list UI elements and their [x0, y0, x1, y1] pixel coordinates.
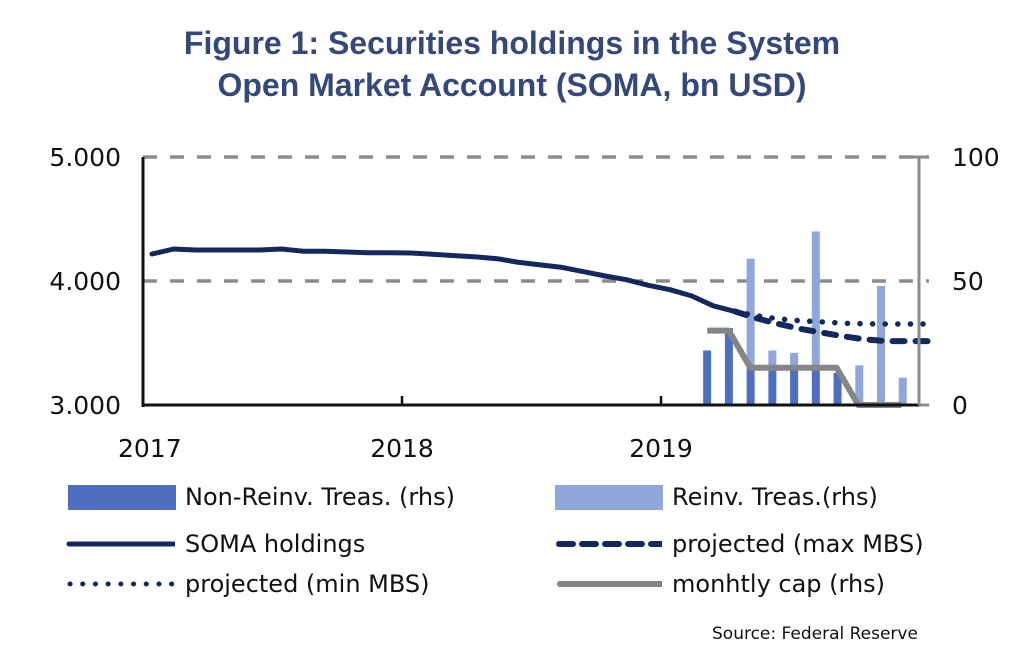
lines-layer — [149, 246, 932, 408]
source-note: Source: Federal Reserve — [712, 624, 918, 644]
bar-reinv — [768, 350, 777, 368]
line-projected-min-mbs — [732, 308, 932, 327]
y-left-tick-label: 4.000 — [49, 267, 121, 296]
bar-non-reinv — [790, 367, 799, 405]
x-tick-label: 2017 — [118, 434, 182, 463]
bar-non-reinv — [833, 372, 842, 405]
bar-reinv — [855, 365, 864, 405]
bar-reinv — [877, 285, 886, 405]
bar-reinv — [746, 258, 755, 368]
x-tick-label: 2019 — [629, 434, 693, 463]
y-right-tick-label: 50 — [952, 267, 984, 296]
bar-non-reinv — [768, 367, 777, 405]
chart-title-line-2: Open Market Account (SOMA, bn USD) — [217, 67, 807, 103]
y-left-tick-label: 3.000 — [49, 391, 121, 420]
axes-layer — [141, 155, 929, 407]
bars-layer — [703, 231, 907, 405]
bar-reinv — [898, 377, 907, 405]
bar-non-reinv — [703, 350, 712, 405]
line-soma-holdings — [149, 246, 738, 314]
bar-non-reinv — [746, 367, 755, 405]
chart-title: Figure 1: Securities holdings in the Sys… — [0, 22, 1024, 106]
y-right-tick-label: 0 — [952, 391, 968, 420]
y-left-tick-label: 5.000 — [49, 143, 121, 172]
tick-labels: 3.000 4.000 5.000 0 50 100 2017 2018 2019 — [49, 143, 999, 463]
line-projected-max-mbs — [731, 308, 932, 345]
gridlines — [143, 155, 929, 283]
bar-reinv — [811, 231, 820, 368]
bar-non-reinv — [811, 367, 820, 405]
y-right-tick-label: 100 — [952, 143, 1000, 172]
chart-title-line-1: Figure 1: Securities holdings in the Sys… — [183, 25, 841, 61]
bar-non-reinv — [724, 328, 733, 405]
x-tick-label: 2018 — [370, 434, 434, 463]
bar-reinv — [790, 352, 799, 368]
